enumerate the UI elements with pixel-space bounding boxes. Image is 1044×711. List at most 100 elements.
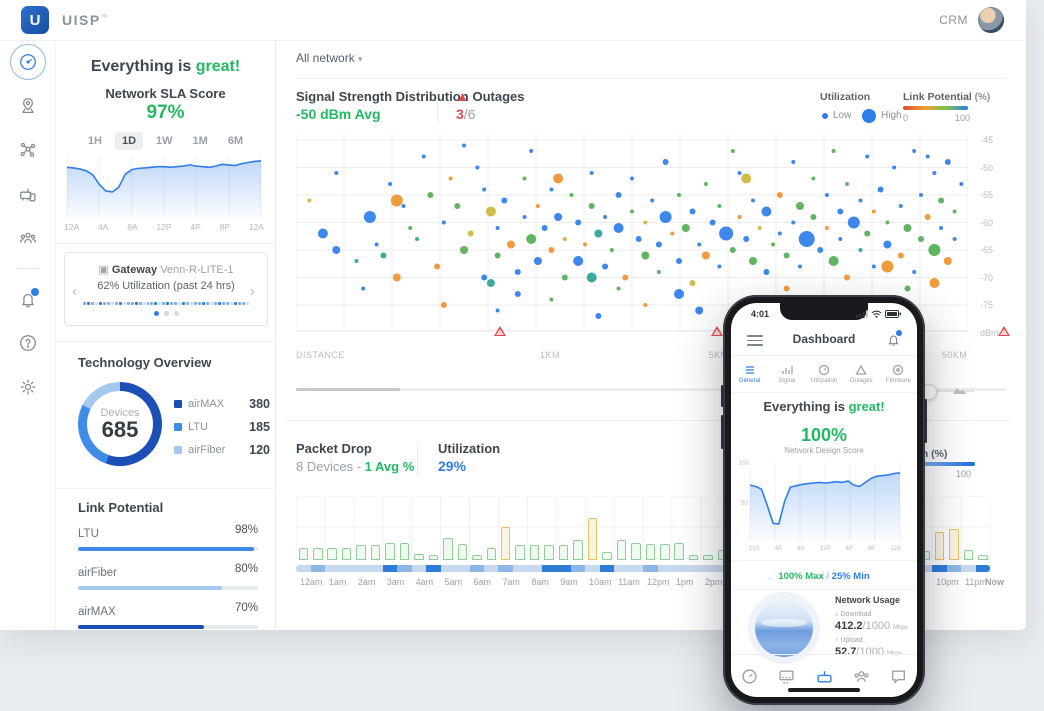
phone-chart-y100: 100 [739,461,750,467]
phone-score-label: Network Design Score [784,446,864,455]
avatar[interactable] [978,7,1004,33]
home-indicator [788,688,860,692]
gauge-icon [818,364,830,376]
phone-chart-x-axis: 12A 4A 8A 12P 4P 8P 12A [749,546,901,552]
chevron-down-icon: ▾ [358,54,363,64]
sidebar-item-devices[interactable] [0,172,55,216]
phone-score-value: 100% [800,425,848,445]
donut-center-value: 685 [101,417,139,442]
gateway-subtitle: 62% Utilization (past 24 hrs) [97,280,235,292]
sidebar-item-settings[interactable] [0,365,55,409]
packet-drop-subtitle: 8 Devices - 1 Avg % [296,459,415,474]
technology-legend: airMAX 380 LTU 185 airFiber 120 [174,397,270,466]
clients-icon [854,670,869,682]
carousel-dot-2[interactable] [173,311,179,316]
legend-value: 380 [249,397,270,411]
network-select[interactable]: All network ▾ [296,51,363,65]
sidebar-item-topology[interactable] [0,128,55,172]
phone-nav-title: Dashboard [792,332,856,346]
rail-divider [16,268,39,269]
lp-bar [78,625,258,629]
crm-link[interactable]: CRM [939,13,968,27]
time-range-selector: 1H 1D 1W 1M 6M [56,132,275,150]
packet-drop-bar [313,547,323,560]
link-potential-row-airFiber: airFiber 80% [78,563,258,590]
uisp-logo-icon[interactable]: UISPU [21,6,49,34]
battery-icon [885,310,901,318]
hamburger-menu-icon [747,335,763,349]
sidebar-item-dashboard[interactable] [0,40,55,84]
packet-drop-bar [356,545,366,560]
horizontal-scrollbar[interactable] [296,388,1006,391]
sidebar-item-alerts[interactable] [0,277,55,321]
legend-value: 185 [249,420,270,434]
time-range-6M[interactable]: 6M [227,135,244,147]
legend-row-airFiber: airFiber 120 [174,443,270,457]
gateway-title: ▣ Gateway Venn-R-LITE-1 [98,264,234,276]
phone-tab-general: General [731,356,768,392]
phone-headline: Everything is great! [763,399,885,414]
time-range-1H[interactable]: 1H [87,135,102,147]
phone-nav-router [805,668,842,685]
lp-label: airMAX [78,606,116,618]
carousel-next-button[interactable]: › [250,283,255,300]
gradient-max: 100 [955,113,971,123]
dashboard-icon [742,668,757,684]
carousel-dot-1[interactable] [163,311,169,316]
download-label: ↓ Download [835,611,872,618]
packet-drop-bar [602,551,612,560]
scrollbar-thumb[interactable] [296,388,400,391]
sla-area-chart [66,156,262,218]
sidebar-item-sites[interactable] [0,84,55,128]
phone-bell-icon [886,330,902,352]
phone-nav-devices [768,668,805,685]
sidebar-item-help[interactable] [0,321,55,365]
gear-icon [20,379,35,395]
packet-drop-bar [327,547,337,560]
gateway-carousel-card: ‹ › ▣ Gateway Venn-R-LITE-1 62% Utilizat… [64,252,268,326]
phone-tab-firmware: Firmware [880,356,917,392]
chat-icon [891,669,905,684]
time-range-1W[interactable]: 1W [156,135,173,147]
packet-drop-bar [558,545,569,560]
phone-chart-y50: 50 [741,501,748,507]
phone-status-icons [856,310,901,318]
triangle-icon [855,364,867,375]
utilization-legend: Low High [820,108,930,124]
high-utilization-dot [862,109,876,123]
bell-icon [21,293,34,308]
lp-label: airFiber [78,567,117,579]
warning-triangle-icon: ▲ [456,89,473,104]
packet-drop-bar [978,555,988,560]
legend-row-airMAX: airMAX 380 [174,397,270,411]
packet-drop-bar [587,517,598,560]
wifi-icon [871,310,882,318]
phone-area-chart [749,463,901,541]
packet-drop-bar [500,527,511,560]
packet-drop-bar [472,555,482,560]
phone-nav-dashboard [731,668,768,685]
lp-bar [78,586,258,590]
time-range-1M[interactable]: 1M [192,135,208,147]
packet-drop-bar [631,542,641,560]
gateway-utilization-sparkline [83,301,249,305]
clients-icon [19,232,36,244]
brand-name: UISP™ [62,12,110,28]
router-icon [816,670,832,683]
packet-drop-bar [515,545,525,560]
time-range-1D[interactable]: 1D [114,132,144,150]
download-value: 412.2/1000 Mbps [835,620,908,632]
high-label: High [881,110,902,121]
carousel-dot-0[interactable] [153,311,159,316]
carousel-prev-button[interactable]: ‹ [72,283,77,300]
phone-notch [780,303,868,320]
lp-bar [78,547,258,551]
sidebar-item-clients[interactable] [0,216,55,260]
phone-nav-clients [843,668,880,685]
sla-score-title: Network SLA Score [105,86,226,101]
low-utilization-dot [822,113,828,119]
utilization-gradient [878,462,975,466]
packet-drop-bar [370,545,381,560]
packet-drop-bar [949,529,959,560]
mountains-icon [953,388,967,394]
